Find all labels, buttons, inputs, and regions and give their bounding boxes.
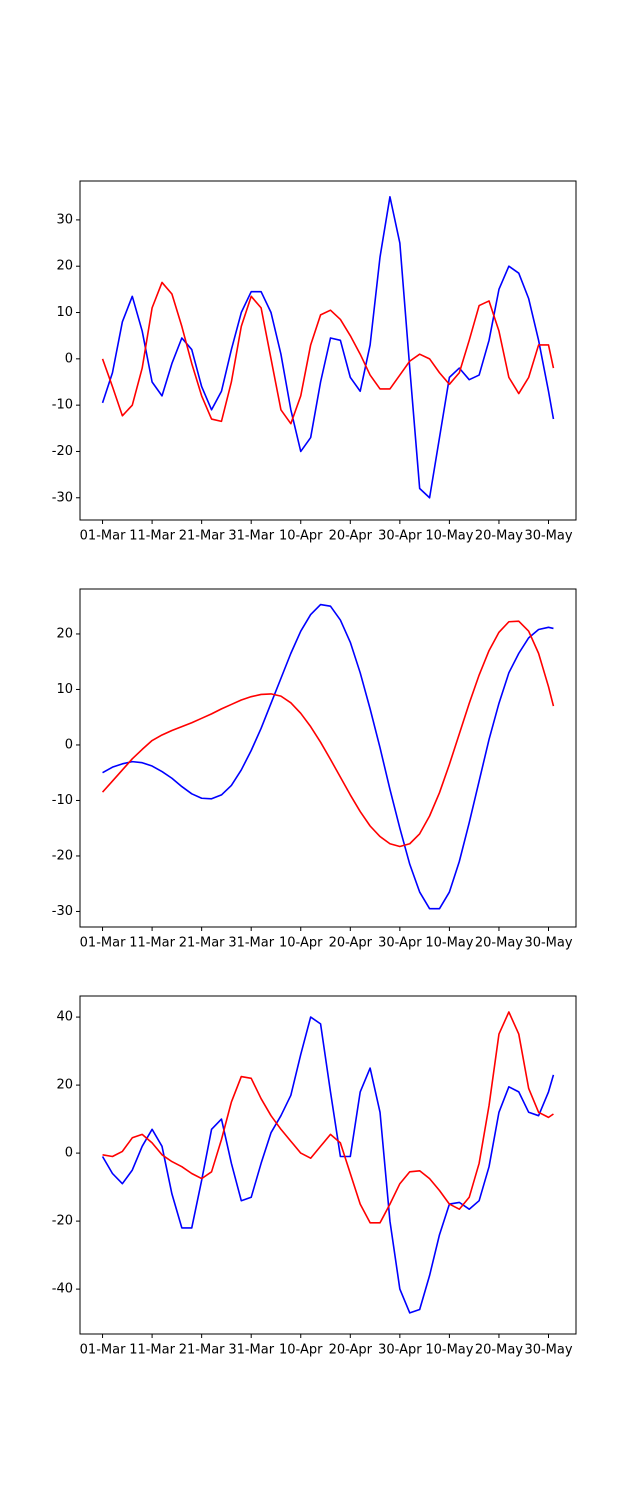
x-tick-label: 10-May [425,1343,473,1358]
plot-frame [79,995,577,1335]
y-tick-label: -30 [52,490,73,505]
plot-frame [79,180,577,521]
x-tick-label: 11-Mar [129,1343,175,1358]
x-tick-label: 01-Mar [80,1343,126,1358]
x-tick-label: 31-Mar [228,529,274,544]
x-tick-label: 20-Apr [329,1343,373,1358]
x-tick-label: 10-Apr [279,529,323,544]
data-line [101,281,555,425]
y-tick-label: -10 [52,398,73,413]
x-tick-label: 30-May [524,1343,572,1358]
y-tick-label: 20 [56,1078,73,1093]
x-tick-label: 01-Mar [80,936,126,951]
x-tick-label: 11-Mar [129,529,175,544]
data-line [102,1011,554,1224]
data-line [101,1016,555,1314]
y-tick-label: -30 [52,904,73,919]
x-tick-label: 10-Apr [279,1343,323,1358]
x-tick-label: 10-May [425,936,473,951]
x-tick-label: 20-May [475,529,523,544]
x-tick-label: 20-Apr [329,529,373,544]
y-tick-label: 10 [56,682,73,697]
y-tick-label: -10 [52,793,73,808]
x-tick-label: 20-May [475,936,523,951]
x-tick-label: 30-May [524,936,572,951]
y-tick-label: -20 [52,444,73,459]
data-line [101,195,555,499]
y-tick-label: 10 [56,305,73,320]
y-tick-label: 0 [65,1146,73,1161]
y-tick-label: -40 [52,1282,73,1297]
x-tick-label: 30-Apr [378,1343,422,1358]
y-tick-label: 20 [56,259,73,274]
data-line [101,620,555,848]
y-tick-label: 20 [56,626,73,641]
x-tick-label: 30-May [524,529,572,544]
x-tick-label: 10-Apr [279,936,323,951]
x-tick-label: 21-Mar [179,1343,225,1358]
x-tick-label: 21-Mar [179,529,225,544]
y-tick-label: -20 [52,848,73,863]
plot-frame [79,588,577,928]
x-tick-label: 20-May [475,1343,523,1358]
x-tick-label: 11-Mar [129,936,175,951]
y-tick-label: 0 [65,351,73,366]
x-tick-label: 31-Mar [228,1343,274,1358]
x-tick-label: 01-Mar [80,529,126,544]
y-tick-label: -20 [52,1214,73,1229]
y-tick-label: 0 [65,737,73,752]
x-tick-label: 20-Apr [329,936,373,951]
data-line [102,603,554,910]
x-tick-label: 30-Apr [378,529,422,544]
x-tick-label: 21-Mar [179,936,225,951]
y-tick-label: 30 [56,212,73,227]
x-tick-label: 31-Mar [228,936,274,951]
x-tick-label: 30-Apr [378,936,422,951]
y-tick-label: 40 [56,1010,73,1025]
x-tick-label: 10-May [425,529,473,544]
